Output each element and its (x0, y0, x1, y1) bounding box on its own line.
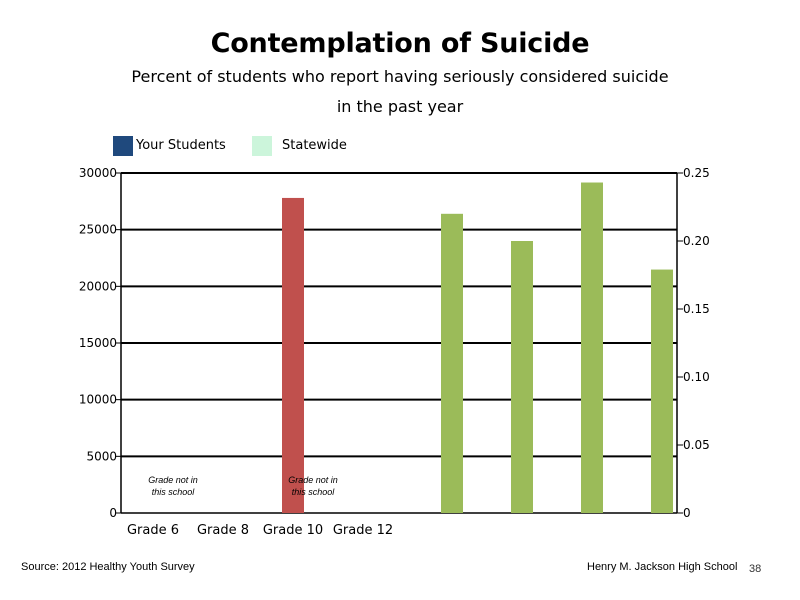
bar-statewide (651, 269, 673, 513)
grade-not-in-school-note: this school (292, 487, 336, 497)
grade-not-in-school-note: this school (152, 487, 196, 497)
chart-subtitle-line-1: Percent of students who report having se… (131, 67, 669, 86)
left-tick-label: 0 (109, 506, 117, 520)
chart-title: Contemplation of Suicide (210, 28, 590, 59)
category-label: Grade 6 (127, 523, 179, 538)
grade-not-in-school-note: Grade not in (148, 475, 198, 485)
left-tick-label: 15000 (79, 336, 117, 350)
category-label: Grade 10 (263, 523, 323, 538)
category-label: Grade 8 (197, 523, 249, 538)
chart-subtitle-line-2: in the past year (336, 97, 464, 116)
source-note: Source: 2012 Healthy Youth Survey (21, 561, 195, 573)
bar-statewide (581, 182, 603, 513)
legend-label-your-students: Your Students (136, 138, 226, 153)
right-tick-label: 0.05 (683, 438, 710, 452)
right-tick-label: 0.10 (683, 370, 710, 384)
category-label: Grade 12 (333, 523, 393, 538)
legend-swatch-your-students (113, 136, 133, 156)
legend-swatch-statewide (252, 136, 272, 156)
legend-label-statewide: Statewide (282, 138, 347, 153)
right-tick-label: 0.15 (683, 302, 710, 316)
right-tick-label: 0 (683, 506, 691, 520)
school-name: Henry M. Jackson High School (587, 561, 738, 573)
left-tick-label: 5000 (86, 449, 117, 463)
bar-grade-10 (282, 197, 304, 513)
left-tick-label: 25000 (79, 223, 117, 237)
left-tick-label: 10000 (79, 393, 117, 407)
right-tick-label: 0.20 (683, 234, 710, 248)
left-tick-label: 20000 (79, 279, 117, 293)
bar-statewide (511, 241, 533, 513)
bar-statewide (441, 213, 463, 514)
page-number: 38 (749, 563, 762, 575)
right-tick-label: 0.25 (683, 166, 710, 180)
grade-not-in-school-note: Grade not in (288, 475, 338, 485)
left-tick-label: 30000 (79, 166, 117, 180)
